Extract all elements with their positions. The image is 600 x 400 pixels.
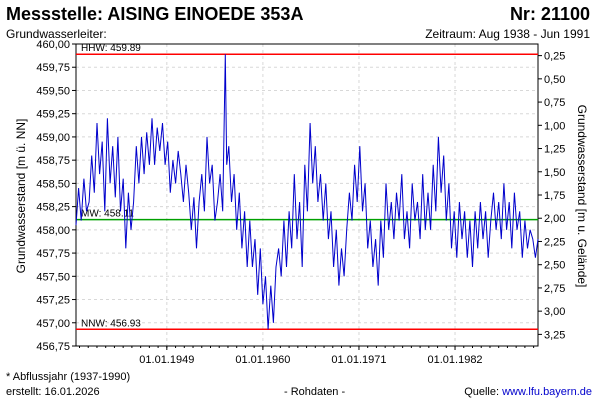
left-tick-label: 460,00 <box>36 39 70 51</box>
right-tick-label: 1,00 <box>544 120 565 132</box>
left-tick-label: 459,00 <box>36 132 70 144</box>
right-tick-label: 0,75 <box>544 97 565 109</box>
left-tick-label: 459,25 <box>36 109 70 121</box>
y-axis-label-left: Grundwasserstand [m ü. NN] <box>14 119 28 274</box>
left-tick-label: 457,25 <box>36 295 70 307</box>
right-tick-label: 0,50 <box>544 74 565 86</box>
x-tick-label: 01.01.1960 <box>235 354 290 366</box>
right-axis: 0,25 0,50 0,75 1,00 1,25 1,50 1,75 2,00 2,25 2,50… <box>538 51 565 341</box>
reference-line-label: MW: 458.11 <box>81 209 134 220</box>
right-tick-label: 3,00 <box>544 306 565 318</box>
reference-line-label: HHW: 459.89 <box>81 43 141 54</box>
y-axis-label-right: Grundwasserstand [m u. Gelände] <box>575 105 589 288</box>
period-label: Zeitraum: Aug 1938 - Jun 1991 <box>425 27 590 41</box>
x-tick-label: 01.01.1982 <box>428 354 483 366</box>
right-tick-label: 3,25 <box>544 329 565 341</box>
right-tick-label: 2,75 <box>544 283 565 295</box>
groundwater-series-line <box>75 54 539 330</box>
source-label: Quelle: <box>464 386 503 398</box>
left-tick-label: 458,50 <box>36 178 70 190</box>
reference-lines: HHW: 459.89 MW: 458.11 NNW: 456.93 <box>76 43 538 331</box>
x-tick-label: 01.01.1949 <box>139 354 194 366</box>
left-tick-label: 457,75 <box>36 248 70 260</box>
source: Quelle: www.lfu.bayern.de <box>464 386 592 398</box>
left-tick-label: 459,50 <box>36 85 70 97</box>
left-tick-label: 457,00 <box>36 318 70 330</box>
right-tick-label: 0,25 <box>544 51 565 63</box>
station-number: Nr: 21100 <box>509 4 590 24</box>
grid <box>76 44 538 346</box>
footnote: * Abflussjahr (1937-1990) <box>6 371 131 383</box>
series-layer <box>75 54 539 330</box>
created-date: erstellt: 16.01.2026 <box>6 386 100 398</box>
right-tick-label: 2,25 <box>544 236 565 248</box>
right-tick-label: 1,25 <box>544 144 565 156</box>
left-tick-label: 458,00 <box>36 225 70 237</box>
left-axis: 460,00 459,75 459,50 459,25 459,00 458,75 458,… <box>36 39 76 353</box>
left-tick-label: 458,75 <box>36 155 70 167</box>
aquifer-label: Grundwasserleiter: <box>6 27 107 41</box>
reference-line-label: NNW: 456.93 <box>81 318 141 329</box>
right-tick-label: 2,00 <box>544 213 565 225</box>
x-axis: 01.01.1949 01.01.1960 01.01.1971 01.01.1982 <box>78 346 535 366</box>
page-title: Messstelle: AISING EINOEDE 353A <box>6 4 304 24</box>
left-tick-label: 457,50 <box>36 271 70 283</box>
left-tick-label: 459,75 <box>36 62 70 74</box>
right-tick-label: 1,50 <box>544 167 565 179</box>
right-tick-label: 1,75 <box>544 190 565 202</box>
right-tick-label: 2,50 <box>544 260 565 272</box>
plot-frame <box>75 43 539 347</box>
x-tick-label: 01.01.1971 <box>331 354 386 366</box>
left-tick-label: 458,25 <box>36 202 70 214</box>
raw-data-label: - Rohdaten - <box>284 386 346 398</box>
source-link[interactable]: www.lfu.bayern.de <box>502 386 592 398</box>
left-tick-label: 456,75 <box>36 341 70 353</box>
